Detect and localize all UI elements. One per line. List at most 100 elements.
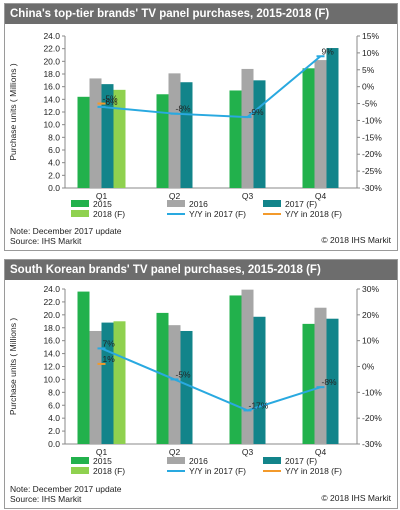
y-tick-label: 16.0 [43, 336, 60, 346]
legend-label: 2015 [93, 456, 112, 466]
bar [241, 68, 254, 188]
y-tick-label: 18.0 [43, 323, 60, 333]
y-tick-label: 24.0 [43, 31, 60, 41]
legend-swatch [71, 210, 89, 217]
bar [168, 325, 181, 444]
bar [156, 94, 169, 188]
legend-swatch [263, 200, 281, 207]
bar [241, 289, 254, 444]
y2-tick-label: -5% [362, 99, 378, 109]
data-label: -5% [176, 369, 192, 379]
bar [326, 318, 339, 444]
legend-label: 2017 (F) [285, 199, 317, 209]
bar [113, 89, 126, 188]
legend-label: Y/Y in 2017 (F) [189, 209, 246, 219]
bar [229, 295, 242, 444]
x-tick-label: Q4 [315, 191, 327, 201]
china-bar-chart: 0.0 2.0 4.0 6.0 8.0 10.0 12.0 14.0 16.0 18.0 20.0 2… [8, 31, 382, 219]
y2-tick-label: 20% [362, 310, 379, 320]
legend-swatch [263, 457, 281, 464]
legend-label: 2018 (F) [93, 466, 125, 476]
legend-swatch [167, 457, 185, 464]
y-tick-label: 14.0 [43, 94, 60, 104]
y-axis-label: Purchase units ( Millions ) [8, 318, 18, 415]
y-tick-label: 8.0 [48, 387, 60, 397]
chart-panel-south-korea: South Korean brands' TV panel purchases,… [4, 259, 398, 509]
y-tick-label: 6.0 [48, 145, 60, 155]
x-tick-label: Q1 [96, 191, 108, 201]
y2-tick-label: 5% [362, 65, 375, 75]
bar [89, 330, 102, 444]
bar [314, 307, 327, 444]
data-label: -8% [176, 104, 192, 114]
y2-tick-label: -30% [362, 439, 382, 449]
data-label: -9% [249, 107, 265, 117]
y-tick-label: 2.0 [48, 426, 60, 436]
x-tick-label: Q1 [96, 447, 108, 457]
x-tick-label: Q2 [169, 447, 181, 457]
y-tick-label: 20.0 [43, 56, 60, 66]
y2-tick-label: -25% [362, 166, 382, 176]
y-tick-label: 4.0 [48, 413, 60, 423]
y2-tick-label: -10% [362, 115, 382, 125]
y-tick-label: 10.0 [43, 374, 60, 384]
y-tick-label: 10.0 [43, 120, 60, 130]
legend-label: 2017 (F) [285, 456, 317, 466]
legend-label: Y/Y in 2018 (F) [285, 209, 342, 219]
bar [77, 96, 90, 188]
y2-tick-label: -15% [362, 132, 382, 142]
bar [302, 323, 315, 444]
y-tick-label: 0.0 [48, 183, 60, 193]
bar [77, 291, 90, 444]
data-label: -5% [103, 94, 119, 104]
source-text: Source: IHS Markit [10, 236, 82, 246]
legend-swatch [71, 457, 89, 464]
legend-label: 2018 (F) [93, 209, 125, 219]
y-axis-label: Purchase units ( Millions ) [8, 63, 18, 160]
note-text: Note: December 2017 update [10, 226, 122, 236]
y-tick-label: 22.0 [43, 44, 60, 54]
y-tick-label: 6.0 [48, 400, 60, 410]
chart-note: Note: December 2017 update Source: IHS M… [10, 484, 122, 504]
bar [168, 73, 181, 188]
x-tick-label: Q3 [242, 191, 254, 201]
y-tick-label: 12.0 [43, 362, 60, 372]
south-korea-bar-chart: 0.0 2.0 4.0 6.0 8.0 10.0 12.0 14.0 16.0 18.0 20.0 2… [8, 284, 382, 476]
y2-tick-label: -10% [362, 387, 382, 397]
chart-note: Note: December 2017 update Source: IHS M… [10, 226, 122, 246]
series-line [101, 347, 321, 412]
copyright-text: © 2018 IHS Markit [321, 493, 391, 503]
y2-tick-label: -20% [362, 413, 382, 423]
data-label: 9% [322, 46, 335, 56]
bar [253, 80, 266, 188]
bar [253, 316, 266, 444]
bar [180, 330, 193, 444]
y2-tick-label: -30% [362, 183, 382, 193]
data-label: -8% [322, 377, 338, 387]
y2-tick-label: 0% [362, 82, 375, 92]
y-tick-label: 20.0 [43, 310, 60, 320]
y-tick-label: 24.0 [43, 284, 60, 294]
bar [314, 60, 327, 188]
legend-label: 2015 [93, 199, 112, 209]
bar [180, 82, 193, 188]
y2-tick-label: 10% [362, 336, 379, 346]
legend-label: Y/Y in 2017 (F) [189, 466, 246, 476]
legend-swatch [71, 467, 89, 474]
y2-tick-label: 0% [362, 362, 375, 372]
bar [302, 68, 315, 188]
y-tick-label: 2.0 [48, 170, 60, 180]
legend-label: Y/Y in 2018 (F) [285, 466, 342, 476]
data-label: -17% [249, 400, 269, 410]
y-tick-label: 14.0 [43, 349, 60, 359]
y-tick-label: 18.0 [43, 69, 60, 79]
copyright-text: © 2018 IHS Markit [321, 235, 391, 245]
y-tick-label: 4.0 [48, 158, 60, 168]
y-tick-label: 0.0 [48, 439, 60, 449]
chart-title: South Korean brands' TV panel purchases,… [5, 260, 397, 280]
y2-tick-label: 30% [362, 284, 379, 294]
y-tick-label: 12.0 [43, 107, 60, 117]
data-label: -6% [103, 97, 119, 107]
data-label: 1% [103, 354, 116, 364]
bar [101, 84, 114, 188]
